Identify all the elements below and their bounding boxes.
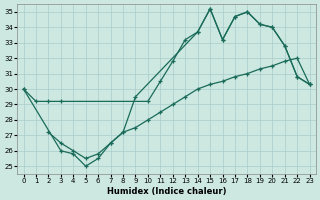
X-axis label: Humidex (Indice chaleur): Humidex (Indice chaleur) xyxy=(107,187,226,196)
